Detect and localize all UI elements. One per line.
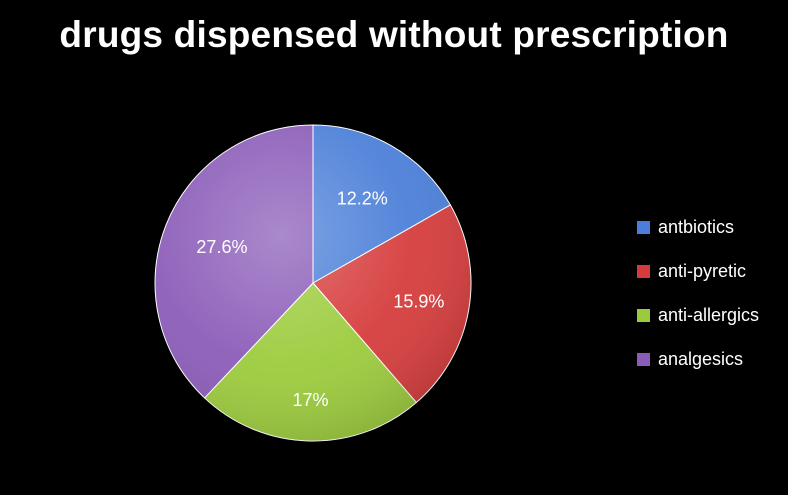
legend-item-anti-allergics: anti-allergics	[637, 293, 787, 337]
legend-swatch	[637, 264, 650, 278]
legend: antbiotics anti-pyretic anti-allergics anal…	[637, 205, 787, 381]
legend-item-analgesics: analgesics	[637, 337, 787, 381]
legend-swatch	[637, 352, 650, 366]
legend-label: antbiotics	[658, 216, 735, 237]
chart-title: drugs dispensed without prescription	[59, 14, 729, 55]
legend-item-anti-pyretic: anti-pyretic	[637, 249, 787, 293]
legend-swatch	[637, 220, 650, 234]
legend-swatch	[637, 308, 650, 322]
legend-label: analgesics	[658, 348, 744, 369]
data-label-anti-allergics: 17%	[292, 390, 328, 410]
data-label-anti-pyretic: 15.9%	[393, 291, 444, 311]
legend-label: anti-allergics	[658, 304, 760, 325]
data-label-antbiotics: 12.2%	[337, 188, 388, 208]
legend-item-antbiotics: antbiotics	[637, 205, 787, 249]
legend-label: anti-pyretic	[658, 260, 747, 281]
data-label-analgesics: 27.6%	[196, 237, 247, 257]
